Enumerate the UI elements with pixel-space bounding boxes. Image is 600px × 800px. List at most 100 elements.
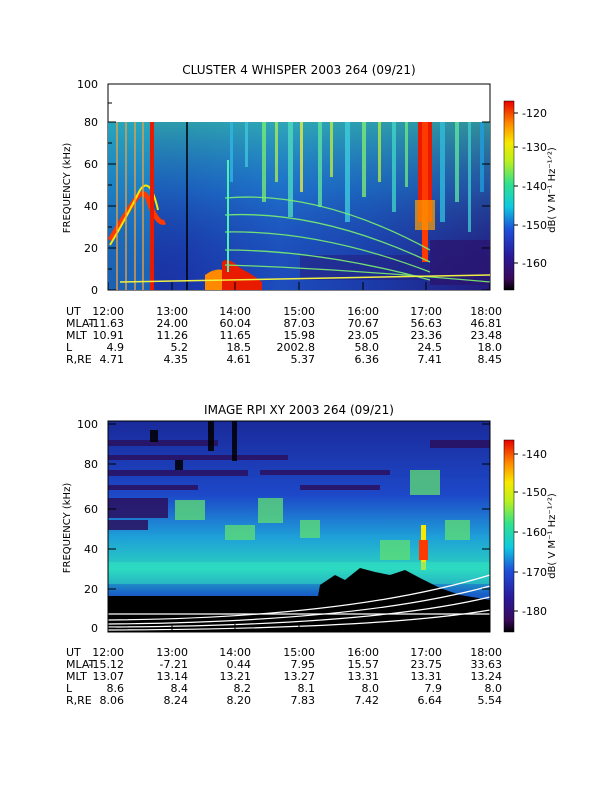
ephemeris-value: 70.67 — [348, 317, 380, 330]
panel2-eph-label: R,RE — [66, 694, 92, 707]
ephemeris-value: 5.37 — [291, 353, 316, 366]
ephemeris-value: 8.2 — [234, 682, 252, 695]
ephemeris-value: 7.9 — [425, 682, 443, 695]
ephemeris-value: 16:00 — [347, 305, 379, 318]
ephemeris-value: 15.57 — [348, 658, 380, 671]
ephemeris-value: 23.36 — [411, 329, 443, 342]
ephemeris-value: 7.95 — [291, 658, 316, 671]
panel1-cbar-tick: -150 — [522, 219, 547, 232]
ephemeris-value: 17:00 — [410, 646, 442, 659]
panel2-eph-label: UT — [66, 646, 81, 659]
ephemeris-value: 8.0 — [485, 682, 503, 695]
ephemeris-value: 16:00 — [347, 646, 379, 659]
panel2-eph-label: MLT — [66, 670, 87, 683]
panel1-colorbar: -120 -130 -140 -150 -160 dB( V M⁻¹ Hz⁻¹ᐟ… — [503, 100, 558, 291]
ephemeris-value: 23.48 — [471, 329, 503, 342]
panel2-y-axis: 0 20 40 60 80 100 FREQUENCY (kHz) — [62, 418, 490, 635]
ephemeris-value: 2002.8 — [277, 341, 316, 354]
ephemeris-value: 33.63 — [471, 658, 503, 671]
panel1-ylabel: FREQUENCY (kHz) — [62, 143, 73, 234]
ephemeris-value: 5.54 — [478, 694, 503, 707]
panel1-cbar-label: dB( V M⁻¹ Hz⁻¹ᐟ²) — [547, 147, 558, 233]
ephemeris-value: 8.6 — [107, 682, 125, 695]
panel1-x-ticks — [107, 282, 491, 290]
panel1-eph-label: L — [66, 341, 73, 354]
panel1-cbar-tick: -160 — [522, 257, 547, 270]
ephemeris-value: 58.0 — [355, 341, 380, 354]
panel2-ytick: 80 — [84, 458, 98, 471]
ephemeris-value: 17:00 — [410, 305, 442, 318]
ephemeris-value: 15:00 — [283, 305, 315, 318]
ephemeris-value: 0.44 — [227, 658, 252, 671]
panel2-ytick: 100 — [77, 418, 98, 431]
ephemeris-value: 18.0 — [478, 341, 503, 354]
panel1-ytick: 60 — [84, 158, 98, 171]
ephemeris-value: 18.5 — [227, 341, 252, 354]
panel1-ytick: 40 — [84, 200, 98, 213]
ephemeris-value: 18:00 — [470, 646, 502, 659]
ephemeris-value: 8.0 — [362, 682, 380, 695]
ephemeris-value: 11.26 — [157, 329, 189, 342]
ephemeris-value: 15:00 — [283, 646, 315, 659]
ephemeris-value: 13.31 — [348, 670, 380, 683]
panel2-cbar-tick: -140 — [522, 448, 547, 461]
ephemeris-value: 13:00 — [156, 305, 188, 318]
ephemeris-value: 8.06 — [100, 694, 125, 707]
panel1-eph-label: MLAT — [66, 317, 96, 330]
panel2-ephemeris: UT MLAT MLT L R,RE 12:00 13:00 14:00 15:00 1… — [66, 646, 502, 707]
ephemeris-value: 4.35 — [164, 353, 189, 366]
ephemeris-value: 13.24 — [471, 670, 503, 683]
panel2-title: IMAGE RPI XY 2003 264 (09/21) — [204, 403, 394, 417]
panel2-cbar-tick: -150 — [522, 486, 547, 499]
ephemeris-value: 8.1 — [298, 682, 316, 695]
panel2-cbar-tick: -160 — [522, 526, 547, 539]
ephemeris-value: 11.65 — [220, 329, 252, 342]
ephemeris-value: 13.07 — [93, 670, 125, 683]
panel1-ytick: 80 — [84, 116, 98, 129]
ephemeris-value: -7.21 — [160, 658, 188, 671]
ephemeris-value: 13.21 — [220, 670, 252, 683]
panel2-cbar-tick: -170 — [522, 566, 547, 579]
ephemeris-value: 18:00 — [470, 305, 502, 318]
panel1-ytick: 100 — [77, 78, 98, 91]
ephemeris-value: 4.61 — [227, 353, 252, 366]
ephemeris-value: -11.63 — [89, 317, 124, 330]
panel2-spectrogram — [107, 421, 491, 632]
ephemeris-value: 13.31 — [411, 670, 443, 683]
ephemeris-value: 46.81 — [471, 317, 503, 330]
panel-cluster-whisper: CLUSTER 4 WHISPER 2003 264 (09/21) — [62, 63, 558, 366]
panel2-eph-label: MLAT — [66, 658, 96, 671]
ephemeris-value: 13:00 — [156, 646, 188, 659]
panel1-eph-label: UT — [66, 305, 81, 318]
panel2-ytick: 0 — [91, 622, 98, 635]
ephemeris-value: 87.03 — [284, 317, 316, 330]
ephemeris-value: 24.00 — [157, 317, 189, 330]
ephemeris-value: 12:00 — [92, 646, 124, 659]
panel2-cbar-label: dB( V M⁻¹ Hz⁻¹ᐟ²) — [547, 493, 558, 579]
ephemeris-value: 15.98 — [284, 329, 316, 342]
ephemeris-value: 4.71 — [100, 353, 125, 366]
panel2-eph-label: L — [66, 682, 73, 695]
panel2-x-ticks — [107, 624, 491, 632]
panel1-cbar-tick: -120 — [522, 107, 547, 120]
ephemeris-value: 7.41 — [418, 353, 443, 366]
panel-image-rpi: IMAGE RPI XY 2003 264 (09/21) — [62, 403, 558, 707]
ephemeris-value: -15.12 — [89, 658, 124, 671]
ephemeris-value: 60.04 — [220, 317, 252, 330]
ephemeris-value: 13.14 — [157, 670, 189, 683]
ephemeris-value: 8.4 — [171, 682, 189, 695]
panel1-y-axis: 0 20 40 60 80 100 FREQUENCY (kHz) — [62, 78, 490, 297]
ephemeris-value: 8.20 — [227, 694, 252, 707]
ephemeris-value: 56.63 — [411, 317, 443, 330]
ephemeris-value: 7.83 — [291, 694, 316, 707]
ephemeris-value: 23.05 — [348, 329, 380, 342]
ephemeris-value: 23.75 — [411, 658, 443, 671]
ephemeris-value: 10.91 — [93, 329, 125, 342]
panel1-cbar-tick: -140 — [522, 180, 547, 193]
panel1-spectrogram — [107, 122, 491, 290]
panel2-colorbar: -140 -150 -160 -170 -180 dB( V M⁻¹ Hz⁻¹ᐟ… — [503, 439, 558, 633]
panel1-title: CLUSTER 4 WHISPER 2003 264 (09/21) — [182, 63, 415, 77]
panel2-cbar-tick: -180 — [522, 605, 547, 618]
panel1-eph-label: R,RE — [66, 353, 92, 366]
